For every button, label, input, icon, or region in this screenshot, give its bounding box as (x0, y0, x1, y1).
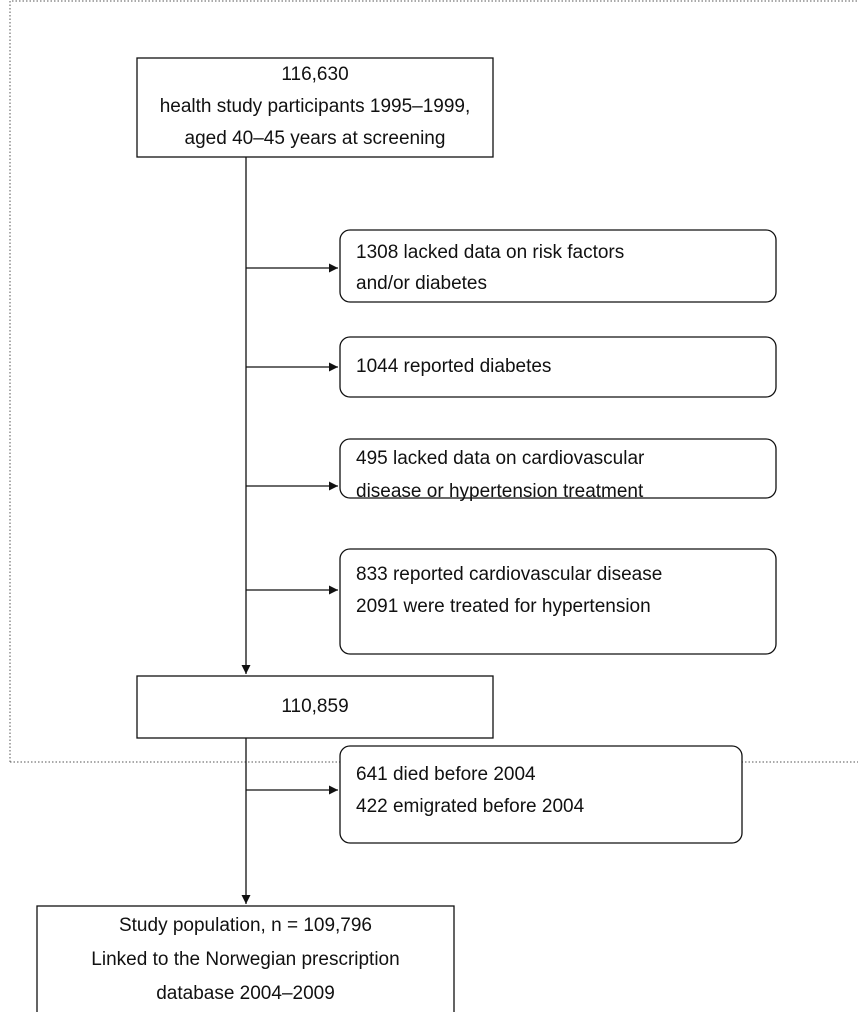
node-box (339, 229, 777, 303)
node-text: database 2004–2009 (156, 983, 335, 1004)
node-box (339, 438, 777, 499)
node-box (136, 57, 494, 158)
node-box (36, 905, 455, 1012)
node-text: 110,859 (281, 696, 348, 717)
node-box (339, 548, 777, 655)
node-box (339, 745, 743, 844)
node-text: 116,630 (281, 64, 348, 85)
node-text: 833 reported cardiovascular disease (356, 564, 662, 585)
node-text: 1308 lacked data on risk factors (356, 242, 624, 263)
node-text: 422 emigrated before 2004 (356, 796, 585, 817)
node-text: disease or hypertension treatment (356, 481, 644, 502)
node-text: 1044 reported diabetes (356, 356, 551, 377)
node-box (339, 336, 777, 398)
node-text: Study population, n = 109,796 (119, 915, 372, 936)
node-text: health study participants 1995–1999, (160, 96, 471, 117)
node-text: Linked to the Norwegian prescription (91, 949, 399, 970)
node-text: aged 40–45 years at screening (185, 128, 446, 149)
node-text: 495 lacked data on cardiovascular (356, 448, 645, 469)
node-text: 2091 were treated for hypertension (356, 596, 651, 617)
node-box (136, 675, 494, 739)
node-text: 641 died before 2004 (356, 764, 536, 785)
node-text: and/or diabetes (356, 273, 487, 294)
